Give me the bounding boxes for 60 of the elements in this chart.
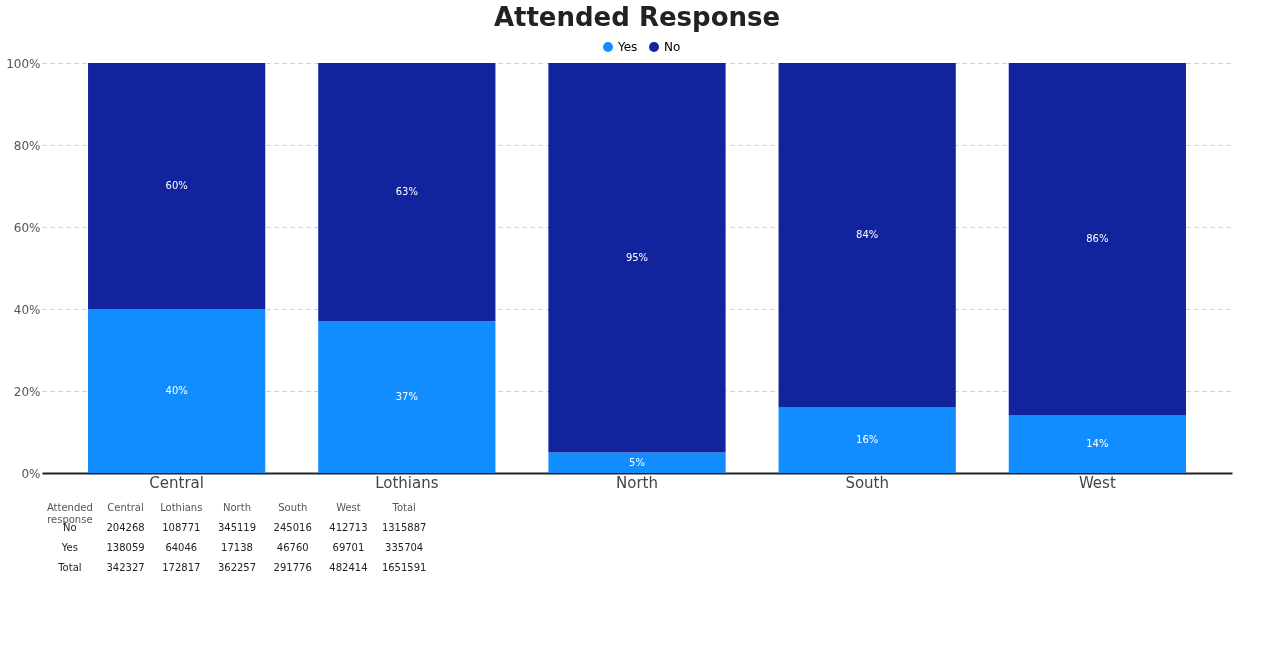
y-tick-label: 100% [6, 56, 41, 71]
data-label: 37% [395, 391, 418, 403]
text: Total [57, 562, 82, 573]
text: 138059 [106, 542, 145, 553]
data-label: 5% [629, 456, 645, 468]
bar [88, 63, 266, 309]
y-tick-label: 80% [13, 138, 41, 153]
data-label: 86% [1086, 233, 1109, 245]
text: 46760 [276, 542, 309, 553]
x-tick-label: Lothians [375, 473, 439, 492]
text: 69701 [332, 542, 365, 553]
text: West [336, 502, 361, 513]
data-label: 60% [165, 180, 188, 191]
text: 64046 [165, 542, 198, 553]
text: 17138 [221, 542, 253, 553]
text: 362257 [217, 562, 257, 573]
text: Central [107, 502, 144, 513]
text: 172817 [162, 562, 201, 573]
bar [88, 309, 266, 473]
data-label: 40% [165, 385, 188, 396]
text: North [223, 502, 251, 513]
text: 412713 [329, 522, 368, 533]
legend-label: No [664, 40, 681, 54]
text: 108771 [162, 522, 201, 533]
text: 245016 [273, 522, 312, 533]
y-tick-label: 0% [21, 466, 41, 481]
data-label: 84% [856, 229, 879, 241]
y-tick-label: 20% [13, 384, 41, 399]
x-tick-label: South [845, 473, 889, 492]
text: 1651591 [381, 562, 427, 573]
text: 345119 [217, 522, 257, 533]
text: 482414 [329, 562, 368, 573]
bar [1008, 63, 1186, 416]
text: Yes [60, 542, 78, 553]
data-label: 63% [395, 186, 418, 198]
text: 1315887 [381, 522, 427, 533]
x-tick-label: North [616, 473, 658, 492]
bar [1008, 415, 1186, 473]
text: Total [391, 502, 416, 513]
y-tick-label: 60% [13, 220, 41, 235]
text: 335704 [385, 542, 424, 553]
legend-label: Yes [617, 40, 638, 54]
text: South [278, 502, 308, 513]
bar [318, 63, 496, 322]
x-tick-label: Central [149, 473, 204, 492]
bar [318, 321, 496, 473]
text: 291776 [273, 562, 312, 573]
x-tick-label: West [1078, 473, 1116, 492]
chart-title: Attended Response [493, 2, 781, 32]
bar [778, 63, 956, 408]
data-label: 14% [1086, 438, 1109, 450]
text: Lothians [160, 502, 203, 513]
bar [778, 407, 956, 473]
bar [548, 63, 726, 453]
y-tick-label: 40% [13, 302, 41, 317]
bar [548, 452, 726, 473]
data-label: 95% [625, 251, 649, 263]
text: 342327 [106, 562, 145, 573]
text: 204268 [106, 522, 145, 533]
data-label: 16% [856, 434, 879, 446]
